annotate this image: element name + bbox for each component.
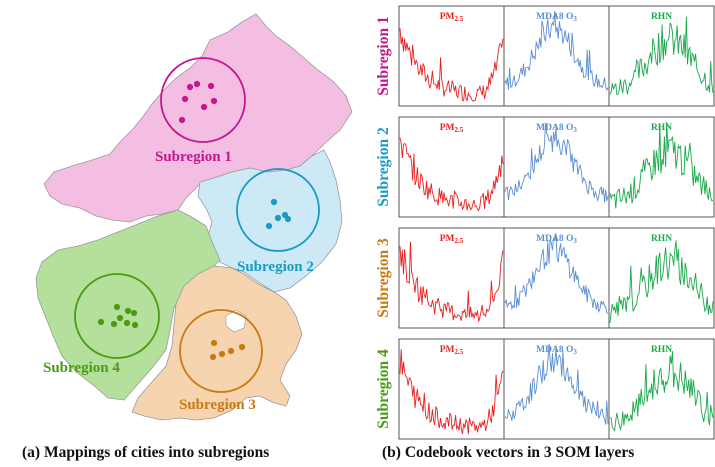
subregion-4-label: Subregion 4 xyxy=(43,360,120,376)
series-rhn-subregion-4 xyxy=(609,351,714,432)
panel-title-rhn: RHN xyxy=(651,12,672,22)
subregion-3-cities xyxy=(209,339,246,361)
series-o3-subregion-3 xyxy=(504,232,609,314)
row-label-subregion-3: Subregion 3 xyxy=(375,238,392,318)
subregion-3-label: Subregion 3 xyxy=(179,397,256,413)
subregion-2-circle xyxy=(236,168,320,252)
subregion-1-label: Subregion 1 xyxy=(155,149,232,165)
panel-title-rhn: RHN xyxy=(651,123,672,133)
subregion-2-cities xyxy=(265,198,292,230)
subregion-3-circle xyxy=(179,309,263,393)
series-pm-subregion-4 xyxy=(399,349,504,435)
subregion-2-label: Subregion 2 xyxy=(237,259,314,275)
panel-title-rhn: RHN xyxy=(651,345,672,355)
subregion-map: Subregion 1 Subregion 2 Subregion 4 Subr… xyxy=(35,13,353,421)
panel-title-o3: MDA8 O3 xyxy=(536,345,577,356)
series-pm-subregion-1 xyxy=(399,28,504,102)
row-label-subregion-4: Subregion 4 xyxy=(375,349,392,429)
som-panels: Subregion 1 PM2.5 MDA8 O3 RHN Subregion 2 PM2… xyxy=(375,5,715,440)
panel-title-o3: MDA8 O3 xyxy=(536,12,577,23)
panel-title-o3: MDA8 O3 xyxy=(536,123,577,134)
row-label-subregion-1: Subregion 1 xyxy=(375,16,392,95)
series-o3-subregion-2 xyxy=(504,123,609,203)
panel-title-pm: PM2.5 xyxy=(440,234,464,245)
subregion-1-cities xyxy=(178,80,218,124)
series-pm-subregion-2 xyxy=(399,137,504,212)
figure-canvas: Subregion 1 Subregion 2 Subregion 4 Subr… xyxy=(35,5,715,440)
panel-title-pm: PM2.5 xyxy=(440,12,464,23)
panel-title-pm: PM2.5 xyxy=(440,345,464,356)
subregion-1-circle xyxy=(160,57,246,143)
series-pm-subregion-3 xyxy=(399,241,504,322)
panel-title-o3: MDA8 O3 xyxy=(536,234,577,245)
series-o3-subregion-1 xyxy=(504,10,609,92)
subregion-4-cities xyxy=(97,303,139,329)
caption-a: (a) Mappings of cities into subregions xyxy=(22,444,270,461)
series-rhn-subregion-2 xyxy=(609,121,714,209)
series-rhn-subregion-3 xyxy=(609,240,714,323)
subregion-1-area xyxy=(43,13,353,223)
subregion-4-circle xyxy=(74,273,160,359)
caption-b: (b) Codebook vectors in 3 SOM layers xyxy=(382,444,635,461)
panel-title-pm: PM2.5 xyxy=(440,123,464,134)
row-label-subregion-2: Subregion 2 xyxy=(375,127,392,207)
panel-title-rhn: RHN xyxy=(651,234,672,244)
series-rhn-subregion-1 xyxy=(609,16,714,96)
series-o3-subregion-4 xyxy=(504,343,609,425)
